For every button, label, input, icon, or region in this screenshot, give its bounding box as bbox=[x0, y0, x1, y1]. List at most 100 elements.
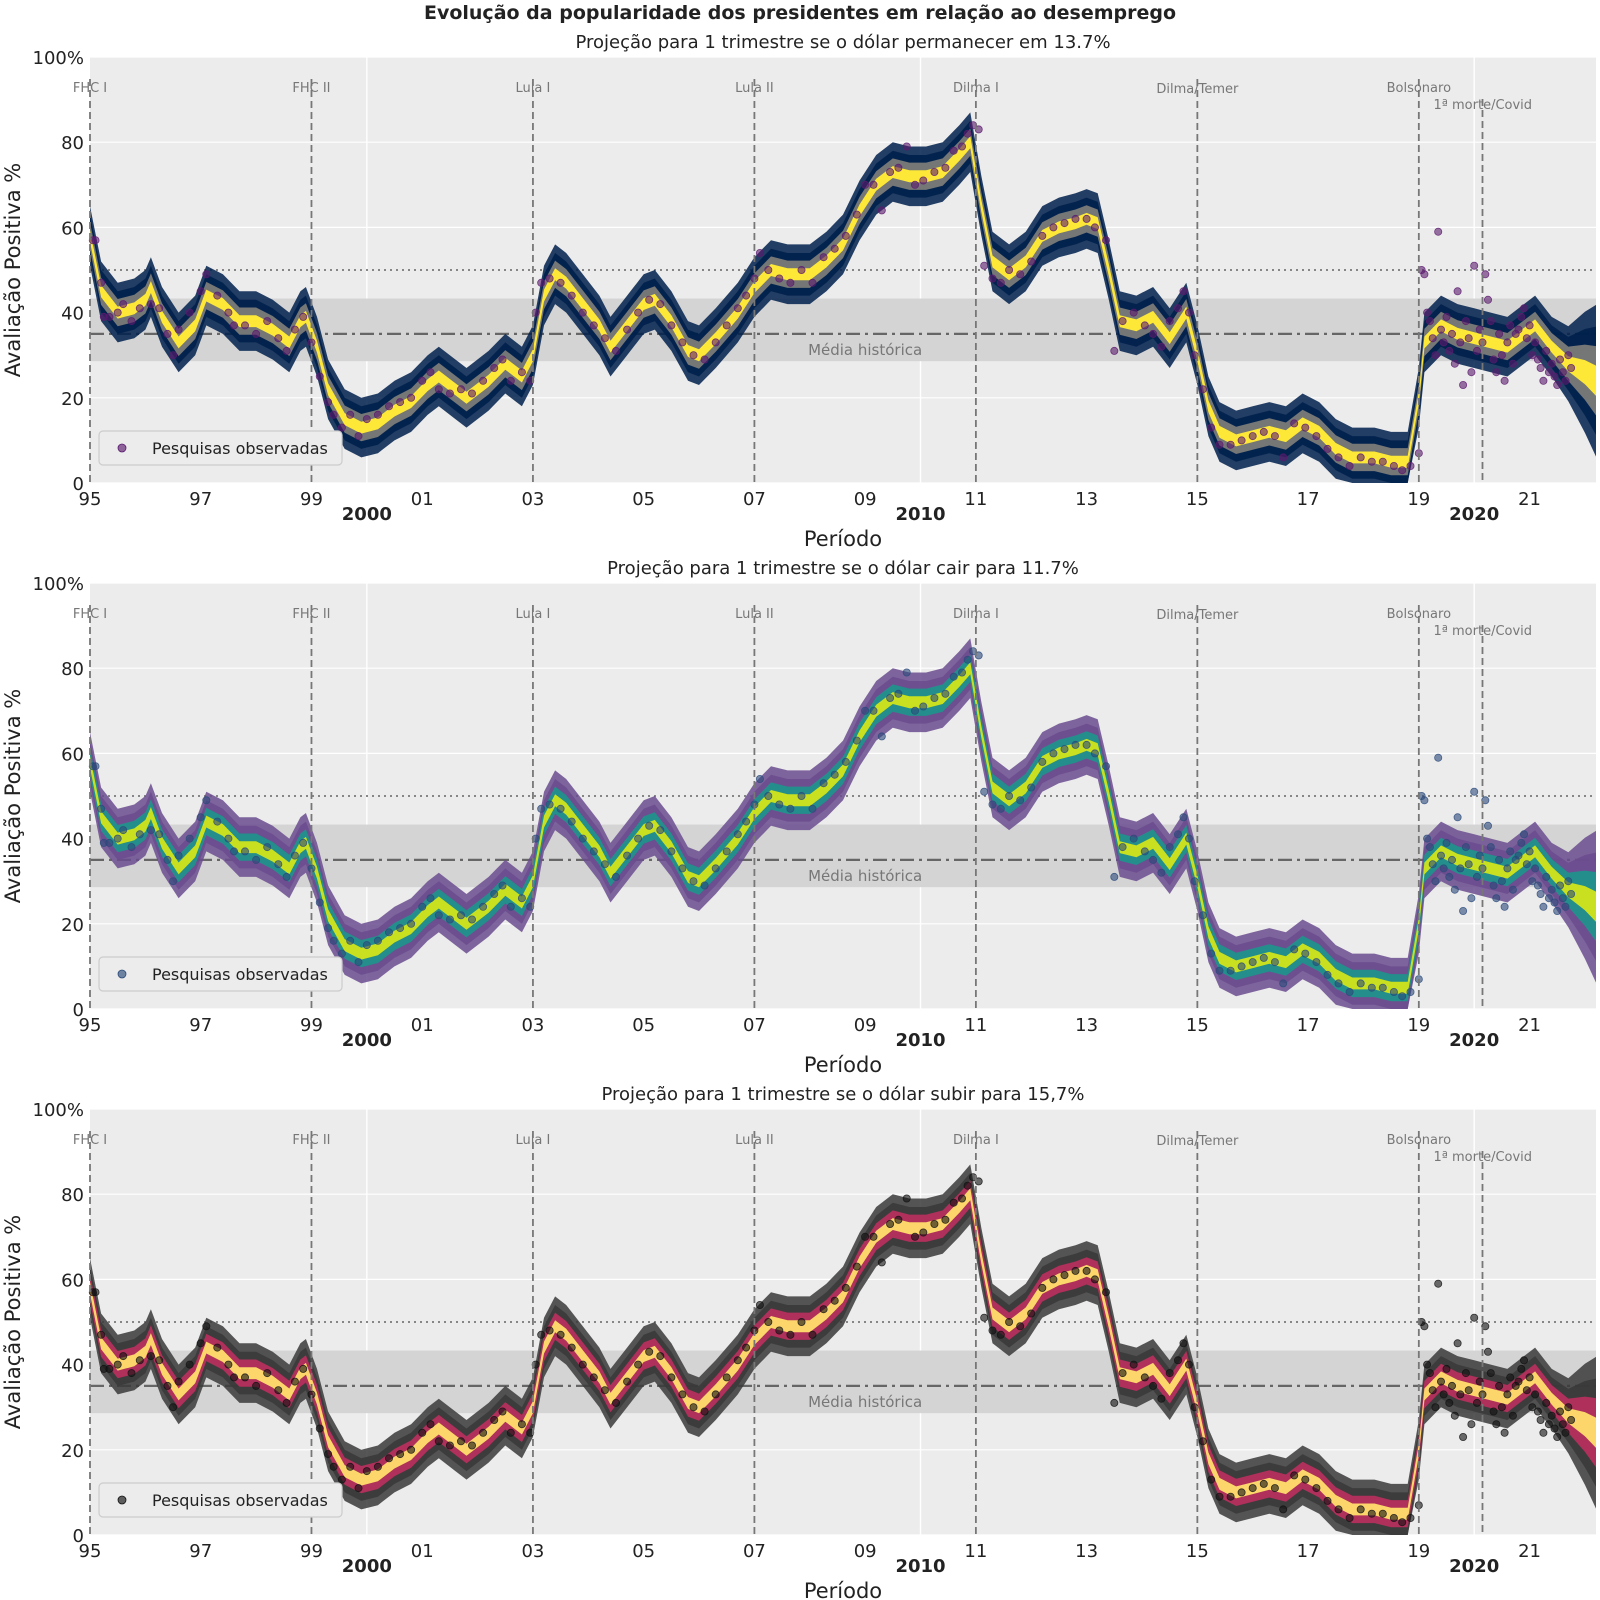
poll-point bbox=[127, 1369, 136, 1378]
x-tick-label: 09 bbox=[854, 489, 877, 510]
poll-point bbox=[1533, 881, 1542, 890]
poll-point bbox=[1334, 1505, 1343, 1514]
poll-point bbox=[567, 817, 576, 826]
poll-point bbox=[479, 902, 488, 911]
poll-point bbox=[354, 1484, 363, 1493]
poll-point bbox=[1038, 757, 1047, 766]
poll-point bbox=[1450, 359, 1459, 368]
poll-point bbox=[1090, 223, 1099, 232]
poll-point bbox=[1082, 214, 1091, 223]
poll-point bbox=[1528, 1403, 1537, 1412]
x-major-tick-label: 2020 bbox=[1449, 504, 1499, 525]
poll-point bbox=[282, 1398, 291, 1407]
chart-panels: Média histórica FHC I FHC II Lula I Lula II D… bbox=[1, 32, 1596, 1600]
poll-point bbox=[623, 1377, 632, 1386]
poll-point bbox=[1215, 440, 1224, 449]
poll-point bbox=[733, 830, 742, 839]
poll-point bbox=[634, 834, 643, 843]
x-tick-label: 19 bbox=[1407, 1015, 1430, 1036]
poll-point bbox=[623, 851, 632, 860]
posterior-band-3 bbox=[90, 1180, 1596, 1528]
poll-point bbox=[980, 1313, 989, 1322]
poll-point bbox=[263, 317, 272, 326]
x-tick-label: 13 bbox=[1075, 489, 1098, 510]
historical-mean-label: Média histórica bbox=[808, 341, 922, 359]
x-tick-label: 99 bbox=[300, 489, 323, 510]
poll-point bbox=[1567, 890, 1576, 899]
poll-point bbox=[1102, 236, 1111, 245]
poll-point bbox=[537, 804, 546, 813]
poll-point bbox=[299, 1364, 308, 1373]
poll-point bbox=[169, 877, 178, 886]
poll-point bbox=[1564, 1403, 1573, 1412]
poll-point bbox=[996, 1330, 1005, 1339]
poll-point bbox=[1016, 796, 1025, 805]
poll-point bbox=[1165, 1369, 1174, 1378]
x-tick-label: 03 bbox=[521, 489, 544, 510]
poll-point bbox=[700, 1407, 709, 1416]
event-label: FHC II bbox=[292, 1133, 330, 1148]
poll-point bbox=[656, 1352, 665, 1361]
poll-point bbox=[1345, 988, 1354, 997]
poll-point bbox=[1290, 1471, 1299, 1480]
poll-point bbox=[578, 308, 587, 317]
poll-point bbox=[299, 312, 308, 321]
poll-point bbox=[1071, 740, 1080, 749]
poll-point bbox=[1323, 1496, 1332, 1505]
event-label: Dilma I bbox=[953, 607, 999, 622]
poll-point bbox=[949, 1198, 958, 1207]
poll-point bbox=[545, 1326, 554, 1335]
poll-point bbox=[1406, 461, 1415, 470]
poll-point bbox=[1185, 834, 1194, 843]
poll-point bbox=[941, 163, 950, 172]
poll-point bbox=[169, 351, 178, 360]
poll-point bbox=[689, 351, 698, 360]
poll-point bbox=[1323, 970, 1332, 979]
poll-point bbox=[1129, 1360, 1138, 1369]
poll-point bbox=[1522, 1386, 1531, 1395]
poll-point bbox=[808, 804, 817, 813]
poll-point bbox=[711, 1390, 720, 1399]
poll-point bbox=[1503, 338, 1512, 347]
y-tick-label: 60 bbox=[61, 744, 84, 765]
poll-point bbox=[196, 813, 205, 822]
poll-point bbox=[1378, 457, 1387, 466]
poll-point bbox=[1520, 304, 1529, 313]
poll-point bbox=[1442, 1364, 1451, 1373]
poll-point bbox=[1464, 860, 1473, 869]
poll-point bbox=[556, 804, 565, 813]
poll-point bbox=[911, 1232, 920, 1241]
poll-point bbox=[930, 1220, 939, 1229]
poll-point bbox=[185, 834, 194, 843]
poll-point bbox=[1500, 902, 1509, 911]
poll-point bbox=[1544, 368, 1553, 377]
legend-marker bbox=[117, 1495, 127, 1505]
poll-point bbox=[119, 826, 128, 835]
poll-point bbox=[456, 1437, 465, 1446]
poll-point bbox=[135, 1356, 144, 1365]
x-tick-label: 07 bbox=[743, 1541, 766, 1562]
poll-point bbox=[498, 355, 507, 364]
x-tick-label: 21 bbox=[1518, 1541, 1541, 1562]
poll-point bbox=[1492, 1420, 1501, 1429]
poll-point bbox=[1149, 329, 1158, 338]
poll-point bbox=[861, 1232, 870, 1241]
poll-point bbox=[1038, 1283, 1047, 1292]
poll-point bbox=[490, 890, 499, 899]
poll-point bbox=[689, 1403, 698, 1412]
event-label: Bolsonaro bbox=[1387, 1133, 1451, 1148]
poll-point bbox=[202, 796, 211, 805]
poll-point bbox=[346, 1462, 355, 1471]
observed-polls bbox=[88, 121, 1576, 475]
poll-point bbox=[1157, 868, 1166, 877]
poll-point bbox=[1448, 329, 1457, 338]
x-tick-label: 03 bbox=[521, 1015, 544, 1036]
poll-point bbox=[861, 180, 870, 189]
poll-point bbox=[1389, 461, 1398, 470]
poll-point bbox=[1398, 1518, 1407, 1527]
poll-point bbox=[1157, 1394, 1166, 1403]
poll-point bbox=[1508, 1411, 1517, 1420]
poll-point bbox=[589, 847, 598, 856]
poll-point bbox=[656, 826, 665, 835]
poll-point bbox=[263, 843, 272, 852]
